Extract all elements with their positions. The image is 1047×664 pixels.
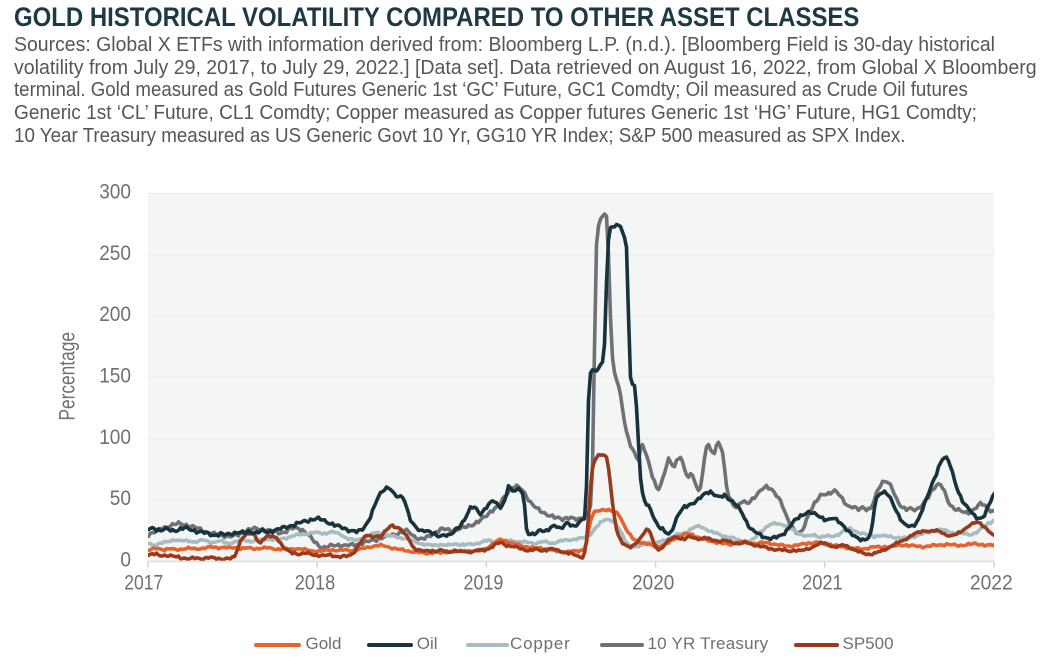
svg-text:2021: 2021 bbox=[802, 572, 843, 595]
svg-text:2022: 2022 bbox=[970, 572, 1013, 595]
svg-text:200: 200 bbox=[99, 303, 131, 326]
svg-text:0: 0 bbox=[120, 549, 131, 572]
svg-text:300: 300 bbox=[99, 181, 131, 204]
svg-text:100: 100 bbox=[99, 426, 131, 449]
svg-text:2017: 2017 bbox=[124, 572, 163, 595]
svg-text:2019: 2019 bbox=[464, 572, 504, 595]
svg-text:2020: 2020 bbox=[632, 572, 674, 595]
svg-text:50: 50 bbox=[110, 487, 131, 510]
svg-text:2018: 2018 bbox=[295, 572, 335, 595]
svg-text:Percentage: Percentage bbox=[55, 332, 80, 421]
svg-text:250: 250 bbox=[99, 242, 131, 265]
svg-text:150: 150 bbox=[99, 365, 131, 388]
